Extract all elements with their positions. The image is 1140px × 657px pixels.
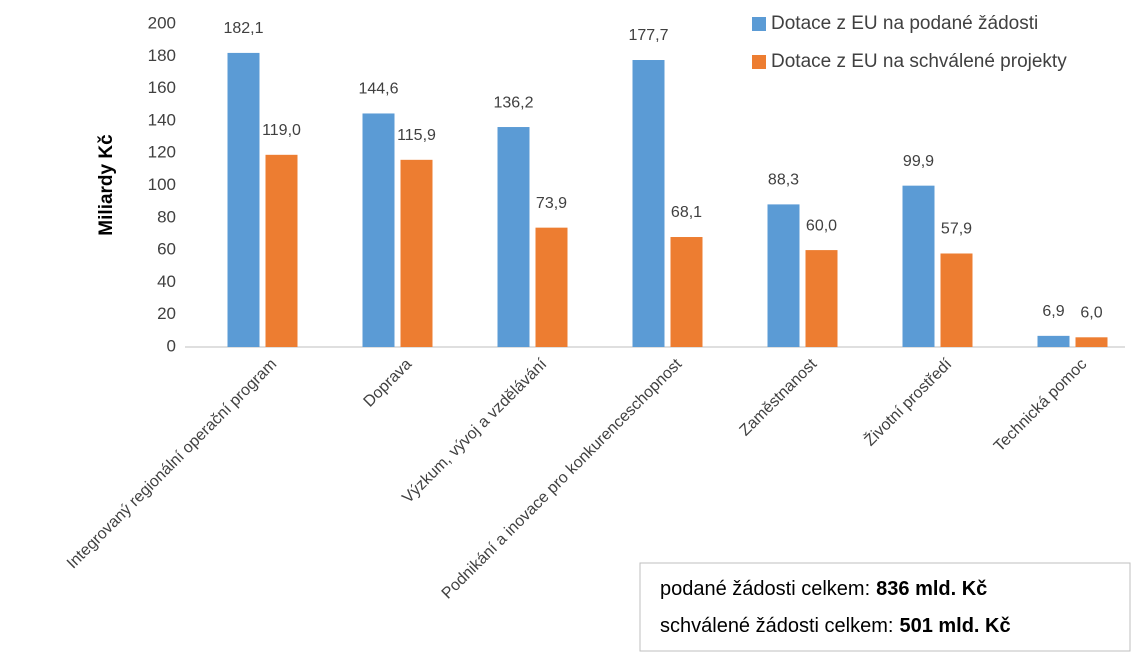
- value-label: 136,2: [493, 94, 533, 111]
- x-tick-label: Zaměstnanost: [737, 355, 821, 439]
- bar: [265, 154, 298, 347]
- value-label: 177,7: [628, 27, 668, 44]
- y-tick-label: 200: [148, 13, 176, 32]
- annotation-text: schválené žádosti celkem:: [660, 615, 893, 637]
- value-label: 115,9: [397, 127, 436, 144]
- y-axis-label: Miliardy Kč: [96, 134, 117, 236]
- bar: [767, 204, 800, 347]
- value-label: 182,1: [223, 20, 263, 37]
- x-tick-label: Doprava: [361, 356, 416, 411]
- annotation-text: podané žádosti celkem:: [660, 578, 870, 600]
- x-tick-label: Výzkum, vývoj a vzdělávání: [399, 355, 550, 506]
- annotation: schválené žádosti celkem: 501 mld. Kč: [660, 615, 1011, 637]
- y-tick-label: 120: [148, 143, 176, 162]
- annotation-value: 836 mld. Kč: [876, 578, 987, 600]
- value-label: 144,6: [358, 81, 398, 98]
- y-tick-label: 100: [148, 175, 176, 194]
- value-label: 68,1: [671, 204, 702, 221]
- bar: [940, 253, 973, 347]
- bar: [497, 127, 530, 347]
- y-tick-label: 40: [157, 272, 176, 291]
- y-tick-label: 140: [148, 110, 176, 129]
- bar: [227, 52, 260, 347]
- y-tick-label: 160: [148, 78, 176, 97]
- value-label: 6,9: [1042, 303, 1064, 320]
- bar: [632, 60, 665, 348]
- legend-label: Dotace z EU na schválené projekty: [771, 51, 1067, 72]
- y-tick-label: 180: [148, 46, 176, 65]
- bar: [1075, 337, 1108, 347]
- y-tick-label: 20: [157, 304, 176, 323]
- value-label: 88,3: [768, 172, 799, 189]
- legend-label: Dotace z EU na podané žádosti: [771, 13, 1038, 34]
- bar: [1037, 335, 1070, 347]
- bar: [535, 227, 568, 347]
- bar: [362, 113, 395, 347]
- bar: [902, 185, 935, 347]
- value-label: 119,0: [262, 122, 301, 139]
- bar: [670, 237, 703, 347]
- bar: [805, 250, 838, 347]
- annotation: podané žádosti celkem: 836 mld. Kč: [660, 578, 987, 600]
- bar: [400, 159, 433, 347]
- value-label: 60,0: [806, 217, 837, 234]
- x-tick-label: Životní prostředí: [860, 354, 956, 450]
- x-tick-label: Technická pomoc: [991, 356, 1090, 455]
- y-tick-label: 80: [157, 207, 176, 226]
- value-label: 6,0: [1080, 305, 1102, 322]
- y-tick-label: 0: [167, 336, 176, 355]
- value-label: 99,9: [903, 153, 934, 170]
- value-label: 57,9: [941, 221, 972, 238]
- annotation-box: [639, 562, 1131, 652]
- annotation-value: 501 mld. Kč: [899, 615, 1010, 637]
- legend-swatch: [752, 17, 766, 31]
- y-tick-label: 60: [157, 240, 176, 259]
- legend-swatch: [752, 55, 766, 69]
- value-label: 73,9: [536, 195, 567, 212]
- x-tick-label: Integrovaný regionální operační program: [64, 356, 280, 572]
